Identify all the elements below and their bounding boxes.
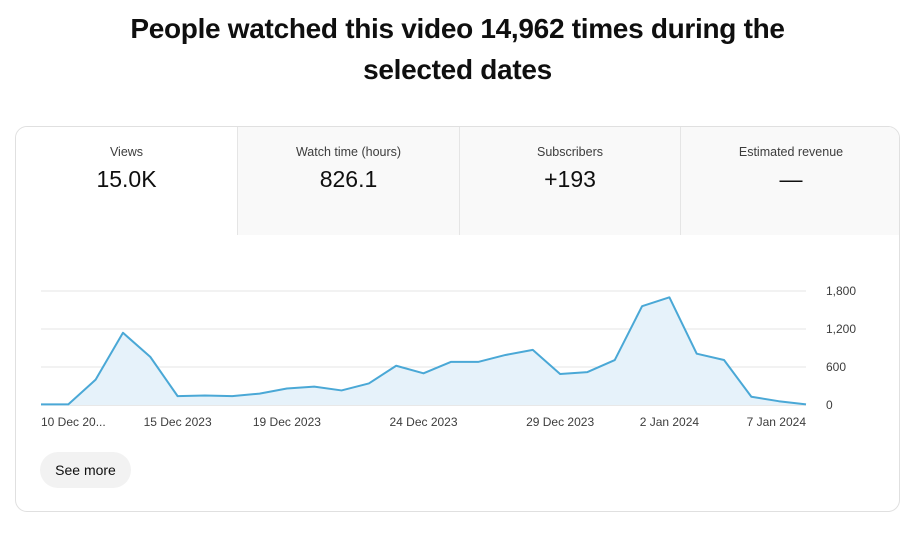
x-tick-label: 29 Dec 2023 — [526, 415, 594, 429]
data-point — [695, 352, 699, 356]
tab-revenue-value: — — [779, 166, 803, 192]
tab-views[interactable]: Views 15.0K — [16, 127, 237, 235]
data-point — [640, 304, 644, 308]
views-area-fill — [41, 297, 806, 405]
y-tick-label: 1,800 — [826, 284, 856, 298]
x-tick-label: 10 Dec 20... — [41, 415, 106, 429]
data-point — [613, 358, 617, 362]
y-tick-label: 1,200 — [826, 322, 856, 336]
data-point — [804, 402, 808, 406]
see-more-button[interactable]: See more — [40, 452, 131, 488]
data-point — [148, 355, 152, 359]
data-point — [312, 385, 316, 389]
data-point — [94, 378, 98, 382]
x-tick-label: 2 Jan 2024 — [640, 415, 700, 429]
tab-views-value: 15.0K — [96, 166, 157, 192]
data-point — [531, 348, 535, 352]
data-point — [722, 358, 726, 362]
data-point — [121, 331, 125, 335]
data-point — [367, 381, 371, 385]
tab-revenue-label: Estimated revenue — [738, 145, 844, 159]
data-point — [340, 388, 344, 392]
x-tick-label: 15 Dec 2023 — [144, 415, 212, 429]
data-point — [285, 387, 289, 391]
x-tick-label: 7 Jan 2024 — [747, 415, 807, 429]
tab-watch-time[interactable]: Watch time (hours) 826.1 — [237, 127, 459, 235]
data-point — [667, 295, 671, 299]
data-point — [230, 394, 234, 398]
y-tick-label: 600 — [826, 360, 846, 374]
data-point — [258, 392, 262, 396]
data-point — [558, 372, 562, 376]
x-tick-label: 24 Dec 2023 — [389, 415, 457, 429]
x-tick-label: 19 Dec 2023 — [253, 415, 321, 429]
tab-subscribers-label: Subscribers — [537, 145, 603, 159]
data-point — [66, 402, 70, 406]
data-point — [585, 370, 589, 374]
tab-estimated-revenue[interactable]: Estimated revenue — — [680, 127, 899, 235]
analytics-card: Views 15.0K Watch time (hours) 826.1 Sub… — [15, 126, 900, 512]
data-point — [39, 402, 43, 406]
views-series-line — [41, 296, 807, 406]
tab-subscribers[interactable]: Subscribers +193 — [459, 127, 680, 235]
data-point — [503, 353, 507, 357]
views-line-chart: 0 600 1,200 1,800 10 Dec 20... 15 Dec 2023 19 … — [39, 284, 856, 429]
data-point — [476, 360, 480, 364]
y-tick-label: 0 — [826, 398, 833, 412]
tab-watch-time-label: Watch time (hours) — [295, 145, 402, 159]
data-point — [777, 399, 781, 403]
data-point — [176, 394, 180, 398]
data-point — [203, 394, 207, 398]
page-headline: People watched this video 14,962 times d… — [130, 13, 785, 85]
data-point — [749, 395, 753, 399]
data-point — [449, 360, 453, 364]
tab-views-label: Views — [109, 145, 144, 159]
tab-subscribers-value: +193 — [544, 166, 596, 192]
data-point — [394, 364, 398, 368]
metric-tabs: Views 15.0K Watch time (hours) 826.1 Sub… — [16, 127, 899, 235]
data-point — [422, 371, 426, 375]
tab-watch-time-value: 826.1 — [319, 166, 378, 192]
